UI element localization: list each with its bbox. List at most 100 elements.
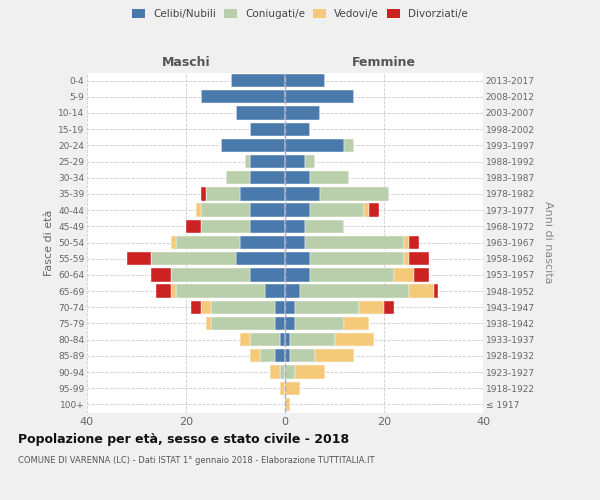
- Bar: [201, 300, 211, 314]
- Bar: [270, 366, 280, 378]
- Bar: [211, 300, 275, 314]
- Bar: [295, 300, 359, 314]
- Bar: [285, 204, 310, 217]
- Bar: [285, 122, 310, 136]
- Bar: [201, 90, 285, 104]
- Bar: [285, 366, 295, 378]
- Text: Femmine: Femmine: [352, 56, 416, 69]
- Bar: [250, 268, 285, 281]
- Bar: [295, 366, 325, 378]
- Bar: [305, 155, 315, 168]
- Bar: [404, 252, 409, 266]
- Bar: [285, 138, 344, 152]
- Bar: [245, 155, 250, 168]
- Bar: [295, 317, 344, 330]
- Bar: [201, 188, 206, 200]
- Text: Maschi: Maschi: [161, 56, 211, 69]
- Bar: [285, 220, 305, 233]
- Bar: [300, 284, 409, 298]
- Bar: [151, 268, 171, 281]
- Bar: [250, 171, 285, 184]
- Bar: [275, 349, 285, 362]
- Bar: [171, 236, 176, 249]
- Bar: [285, 236, 305, 249]
- Bar: [394, 268, 414, 281]
- Bar: [241, 236, 285, 249]
- Bar: [364, 204, 369, 217]
- Bar: [310, 204, 364, 217]
- Bar: [171, 268, 250, 281]
- Bar: [241, 188, 285, 200]
- Bar: [285, 268, 310, 281]
- Bar: [171, 284, 176, 298]
- Bar: [285, 155, 305, 168]
- Legend: Celibi/Nubili, Coniugati/e, Vedovi/e, Divorziati/e: Celibi/Nubili, Coniugati/e, Vedovi/e, Di…: [128, 5, 472, 24]
- Bar: [280, 366, 285, 378]
- Bar: [384, 300, 394, 314]
- Bar: [335, 333, 374, 346]
- Bar: [221, 138, 285, 152]
- Y-axis label: Fasce di età: Fasce di età: [44, 210, 54, 276]
- Bar: [206, 188, 241, 200]
- Bar: [285, 90, 355, 104]
- Bar: [409, 284, 434, 298]
- Bar: [285, 284, 300, 298]
- Bar: [414, 268, 428, 281]
- Bar: [275, 317, 285, 330]
- Bar: [250, 220, 285, 233]
- Bar: [344, 138, 355, 152]
- Bar: [404, 236, 409, 249]
- Bar: [186, 220, 201, 233]
- Bar: [285, 188, 320, 200]
- Bar: [275, 300, 285, 314]
- Bar: [250, 122, 285, 136]
- Bar: [344, 317, 369, 330]
- Bar: [265, 284, 285, 298]
- Bar: [285, 398, 290, 411]
- Bar: [310, 171, 349, 184]
- Bar: [176, 236, 241, 249]
- Bar: [290, 333, 335, 346]
- Bar: [285, 300, 295, 314]
- Bar: [201, 204, 250, 217]
- Bar: [285, 382, 300, 395]
- Text: COMUNE DI VARENNA (LC) - Dati ISTAT 1° gennaio 2018 - Elaborazione TUTTITALIA.IT: COMUNE DI VARENNA (LC) - Dati ISTAT 1° g…: [18, 456, 374, 465]
- Bar: [230, 74, 285, 87]
- Bar: [250, 204, 285, 217]
- Bar: [305, 220, 344, 233]
- Bar: [156, 284, 171, 298]
- Bar: [226, 171, 250, 184]
- Bar: [369, 204, 379, 217]
- Bar: [280, 382, 285, 395]
- Bar: [359, 300, 384, 314]
- Bar: [260, 349, 275, 362]
- Bar: [290, 349, 315, 362]
- Bar: [285, 349, 290, 362]
- Y-axis label: Anni di nascita: Anni di nascita: [544, 201, 553, 283]
- Bar: [315, 349, 355, 362]
- Bar: [310, 252, 404, 266]
- Bar: [409, 236, 419, 249]
- Bar: [211, 317, 275, 330]
- Bar: [320, 188, 389, 200]
- Bar: [236, 252, 285, 266]
- Bar: [285, 171, 310, 184]
- Bar: [127, 252, 151, 266]
- Bar: [285, 333, 290, 346]
- Bar: [250, 349, 260, 362]
- Bar: [206, 317, 211, 330]
- Text: Popolazione per età, sesso e stato civile - 2018: Popolazione per età, sesso e stato civil…: [18, 432, 349, 446]
- Bar: [196, 204, 201, 217]
- Bar: [285, 74, 325, 87]
- Bar: [285, 106, 320, 120]
- Bar: [236, 106, 285, 120]
- Bar: [285, 252, 310, 266]
- Bar: [176, 284, 265, 298]
- Bar: [285, 317, 295, 330]
- Bar: [409, 252, 428, 266]
- Bar: [305, 236, 404, 249]
- Bar: [280, 333, 285, 346]
- Bar: [191, 300, 201, 314]
- Bar: [201, 220, 250, 233]
- Bar: [151, 252, 236, 266]
